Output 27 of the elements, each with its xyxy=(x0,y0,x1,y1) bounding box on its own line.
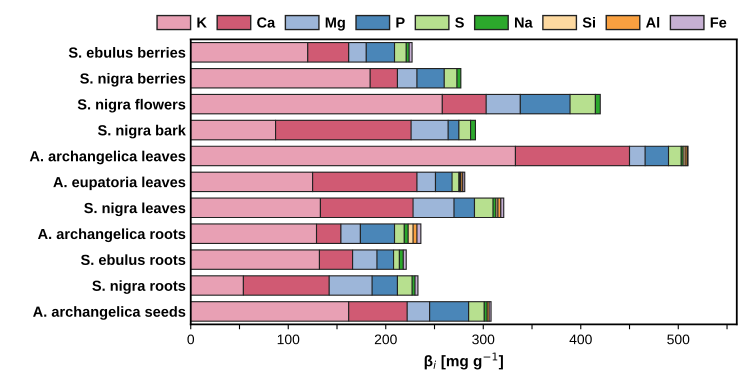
legend-label: Ca xyxy=(257,17,276,28)
y-tick-label: A. archangelica roots xyxy=(38,228,186,242)
x-tick-label: 400 xyxy=(570,334,592,344)
y-tick-label: S. nigra berries xyxy=(80,72,186,87)
x-tick-label: 500 xyxy=(667,334,690,344)
y-tick-label: A. archangelica seeds xyxy=(33,306,186,320)
y-tick-label: A. archangelica leaves xyxy=(30,150,186,164)
y-tick-label: S. nigra bark xyxy=(98,124,186,138)
y-tick-label: S. ebulus roots xyxy=(80,254,186,266)
legend-label: P xyxy=(396,18,405,28)
legend-label: Al xyxy=(646,16,660,28)
legend-label: Si xyxy=(582,16,595,28)
legend-label: Mg xyxy=(326,18,345,31)
y-tick-label: S. nigra flowers xyxy=(78,98,186,113)
x-axis-title: β$_{i}$ [mg g$^{−1}$] xyxy=(424,352,503,370)
y-tick-label: S. nigra roots xyxy=(92,280,186,294)
y-tick-label: S. nigra leaves xyxy=(84,202,186,216)
y-tick-label: S. ebulus berries xyxy=(68,47,186,58)
x-tick-label: 200 xyxy=(374,334,397,344)
x-tick-label: 100 xyxy=(278,334,300,344)
legend-label: K xyxy=(197,18,207,28)
legend-label: Fe xyxy=(710,18,726,28)
legend-label: S xyxy=(455,17,464,28)
x-tick-label: 0 xyxy=(187,334,194,344)
y-tick-label: A. eupatoria leaves xyxy=(53,176,186,190)
x-tick-label: 300 xyxy=(472,334,494,344)
legend-label: Na xyxy=(514,18,533,28)
